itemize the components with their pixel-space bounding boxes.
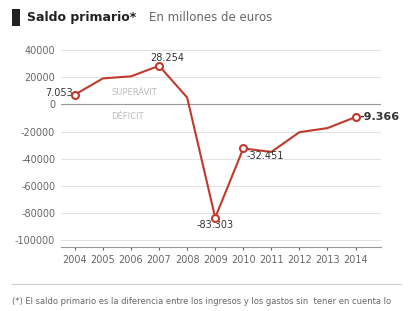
Point	[71, 92, 78, 97]
Text: -32.451: -32.451	[245, 151, 283, 160]
Text: (*) El saldo primario es la diferencia entre los ingresos y los gastos sin  tene: (*) El saldo primario es la diferencia e…	[12, 297, 391, 306]
Text: 28.254: 28.254	[150, 53, 184, 63]
Text: DÉFICIT: DÉFICIT	[111, 112, 143, 121]
Text: -9.366: -9.366	[358, 112, 398, 122]
Point	[155, 63, 162, 68]
Text: -83.303: -83.303	[196, 220, 233, 230]
Point	[351, 114, 358, 119]
Point	[240, 146, 246, 151]
Text: 7.053: 7.053	[45, 88, 72, 98]
Text: En millones de euros: En millones de euros	[149, 11, 272, 24]
Text: SUPERÁVIT: SUPERÁVIT	[111, 88, 157, 97]
Text: Saldo primario*: Saldo primario*	[27, 11, 136, 24]
Point	[211, 215, 218, 220]
